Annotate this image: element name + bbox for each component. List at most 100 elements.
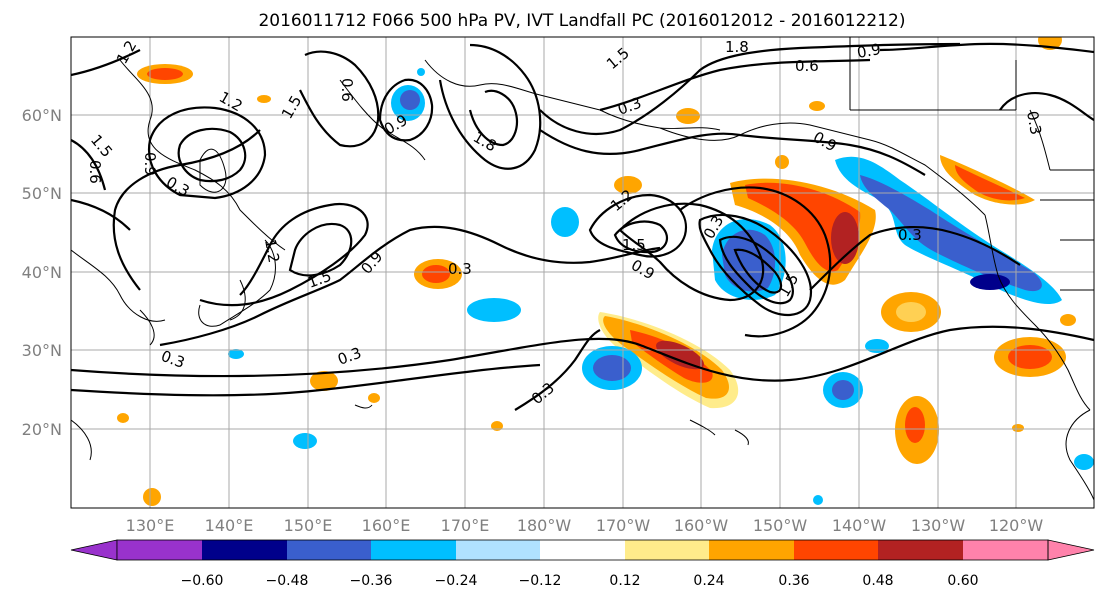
neg-region (970, 274, 1010, 290)
pv-contour-0.9-ne (879, 42, 1094, 54)
alaska-coast (659, 122, 986, 216)
contour-label: 1.8 (725, 38, 749, 56)
contour-label: 0.6 (795, 57, 819, 75)
map-frame (70, 36, 1095, 509)
pv-contour-1.2-cyclone (199, 202, 369, 307)
pv-contour-0.9-ridge (618, 202, 765, 302)
pv-contour-0.3-south-b (71, 363, 541, 397)
pv-contour-1.5-ridge (613, 220, 669, 254)
coastlines (71, 37, 1094, 501)
neg-region (400, 90, 420, 110)
contour-label: 0.6 (86, 160, 104, 184)
colorbar-segment (540, 540, 625, 560)
pos-region (1012, 424, 1024, 432)
pv-contour-0.9-kamchatka (299, 50, 380, 148)
colorbar-segment (117, 540, 202, 560)
lat-label: 20°N (22, 420, 62, 439)
neg-region (593, 355, 631, 381)
pos-region (147, 68, 183, 80)
lat-label: 60°N (22, 106, 62, 125)
colorbar-tick-label: −0.12 (519, 573, 562, 589)
neg-region (551, 207, 579, 237)
colorbar-tick-label: −0.24 (435, 573, 478, 589)
contour-label: 0.3 (1023, 110, 1045, 137)
japan-coast (198, 239, 276, 327)
lat-label: 30°N (22, 341, 62, 360)
pos-region (656, 340, 704, 370)
island-outline (354, 404, 373, 409)
pv-contour-0.3-hook (514, 329, 601, 411)
contour-label: 1.5 (622, 236, 646, 254)
pv-contour-0.3-south (71, 325, 1094, 382)
pv-contour-1.5-west-core (177, 127, 247, 183)
lon-label: 170°W (596, 516, 651, 535)
pos-region (896, 302, 926, 322)
china-coast (71, 249, 166, 322)
lon-label: 180°W (517, 516, 572, 535)
pos-region (809, 101, 825, 111)
sakhalin-coast (199, 148, 227, 193)
neg-region (1074, 454, 1094, 470)
colorbar-over-extension (1047, 539, 1095, 561)
pv-contour-1.5-arctic (438, 43, 542, 170)
pos-region (368, 393, 380, 403)
colorbar-segment (456, 540, 540, 560)
pv-contour-0.6-blob (378, 78, 434, 142)
pv-contour-0.6-trough (679, 186, 832, 338)
pos-region (310, 371, 338, 391)
colorbar-ticks: −0.60 −0.48 −0.36 −0.24 −0.12 0.12 0.24 … (181, 573, 979, 589)
contour-label: 1.2 (261, 238, 283, 265)
colorbar-segment (625, 540, 709, 560)
colorbar-tick-label: 0.60 (947, 573, 978, 589)
lon-label: 150°W (753, 516, 808, 535)
lon-label: 130°E (126, 516, 175, 535)
colorbar-tick-label: −0.36 (350, 573, 393, 589)
pv-contour-1.8-trough (733, 248, 783, 294)
colorbar-segment (371, 540, 456, 560)
colorbar-tick-label: 0.36 (778, 573, 809, 589)
pos-region (257, 95, 271, 103)
pos-region (422, 265, 450, 283)
lon-label: 120°W (989, 516, 1044, 535)
pv-contour-1.2-north (539, 42, 961, 135)
mexico-coast (1065, 409, 1094, 501)
colorbar-tick-label: 0.48 (862, 573, 893, 589)
longitude-labels: 130°E 140°E 150°E 160°E 170°E 180°W 170°… (126, 516, 1044, 535)
neg-region (832, 380, 854, 400)
pv-contour-0.9-main (159, 225, 661, 347)
colorbar-under-extension (70, 539, 118, 561)
pv-contour-1.5-trough (718, 235, 794, 305)
lon-label: 170°E (441, 516, 490, 535)
neg-region (417, 68, 425, 76)
figure-title: 2016011712 F066 500 hPa PV, IVT Landfall… (258, 11, 905, 31)
lat-label: 50°N (22, 184, 62, 203)
colorbar-segment (794, 540, 878, 560)
neg-region (865, 339, 889, 353)
lat-label: 40°N (22, 263, 62, 282)
contour-label: 0.3 (898, 226, 922, 244)
pos-region (1008, 345, 1052, 369)
japan-coast-2 (229, 279, 246, 321)
korea-coast (139, 309, 155, 346)
pv-contour-0.3-nw (71, 198, 131, 231)
colorbar-tick-label: −0.60 (181, 573, 224, 589)
colorbar-tick-label: 0.12 (609, 573, 640, 589)
hawaii-islands (689, 419, 749, 446)
graticule (71, 37, 1094, 508)
pos-region (955, 165, 1025, 201)
pos-region (614, 176, 642, 194)
colorbar-segment (709, 540, 794, 560)
colorbar: −0.60 −0.48 −0.36 −0.24 −0.12 0.12 0.24 … (70, 539, 1095, 589)
pv-contour-0.3-ne (809, 226, 1021, 291)
lon-label: 160°W (674, 516, 729, 535)
pos-region (745, 182, 861, 272)
colorbar-tick-label: 0.24 (693, 573, 724, 589)
lon-label: 150°E (284, 516, 333, 535)
lon-label: 160°E (362, 516, 411, 535)
pos-region (1060, 314, 1076, 326)
colorbar-outline (116, 539, 1049, 561)
pv-contour-0.3-canada (999, 92, 1094, 121)
pv-contour-1.2-west-ring (147, 106, 267, 200)
contour-label: 0.6 (338, 78, 356, 102)
